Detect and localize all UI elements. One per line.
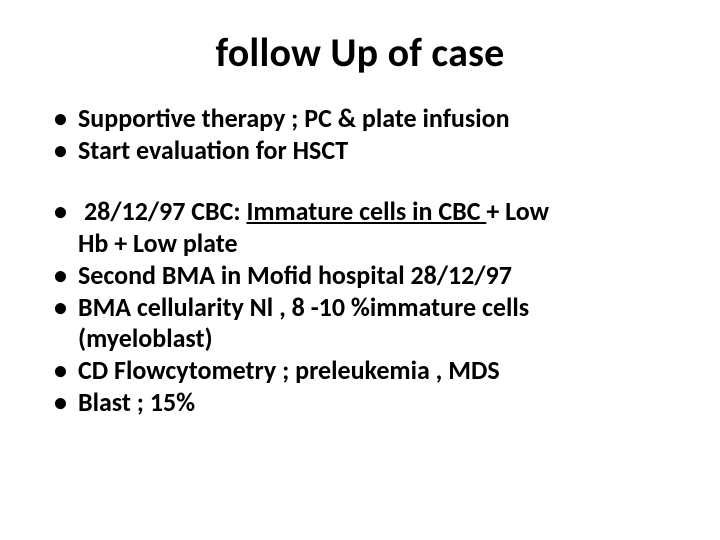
bullet-item: Blast ; 15%: [50, 387, 670, 419]
bullet-text: CD Flowcytometry ; preleukemia , MDS: [78, 354, 500, 386]
bullet-continuation: Hb + Low plate: [78, 228, 670, 260]
group-gap: [50, 166, 670, 196]
bullet-text: BMA cellularity Nl , 8 -10 %immature cel…: [78, 291, 529, 323]
bullet-item: BMA cellularity Nl , 8 -10 %immature cel…: [50, 292, 670, 355]
bullet-text: Start evaluation for HSCT: [78, 134, 348, 166]
bullet-text-prefix: 28/12/97 CBC:: [78, 195, 246, 227]
bullet-item: Start evaluation for HSCT: [50, 135, 670, 167]
bullet-text: Blast ; 15%: [78, 386, 195, 418]
bullet-text: Supportive therapy ; PC & plate infusion: [78, 102, 510, 134]
bullet-text-suffix: + Low: [486, 195, 549, 227]
slide-title: follow Up of case: [50, 28, 670, 77]
bullet-item: 28/12/97 CBC: Immature cells in CBC + Lo…: [50, 196, 670, 259]
bullet-group-2: 28/12/97 CBC: Immature cells in CBC + Lo…: [50, 196, 670, 418]
bullet-text: Second BMA in Mofid hospital 28/12/97: [78, 259, 512, 291]
bullet-text-underlined: Immature cells in CBC: [246, 195, 486, 227]
bullet-item: CD Flowcytometry ; preleukemia , MDS: [50, 355, 670, 387]
bullet-item: Second BMA in Mofid hospital 28/12/97: [50, 260, 670, 292]
bullet-continuation: (myeloblast): [78, 323, 670, 355]
bullet-item: Supportive therapy ; PC & plate infusion: [50, 103, 670, 135]
slide: follow Up of case Supportive therapy ; P…: [0, 0, 720, 540]
bullet-group-1: Supportive therapy ; PC & plate infusion…: [50, 103, 670, 166]
